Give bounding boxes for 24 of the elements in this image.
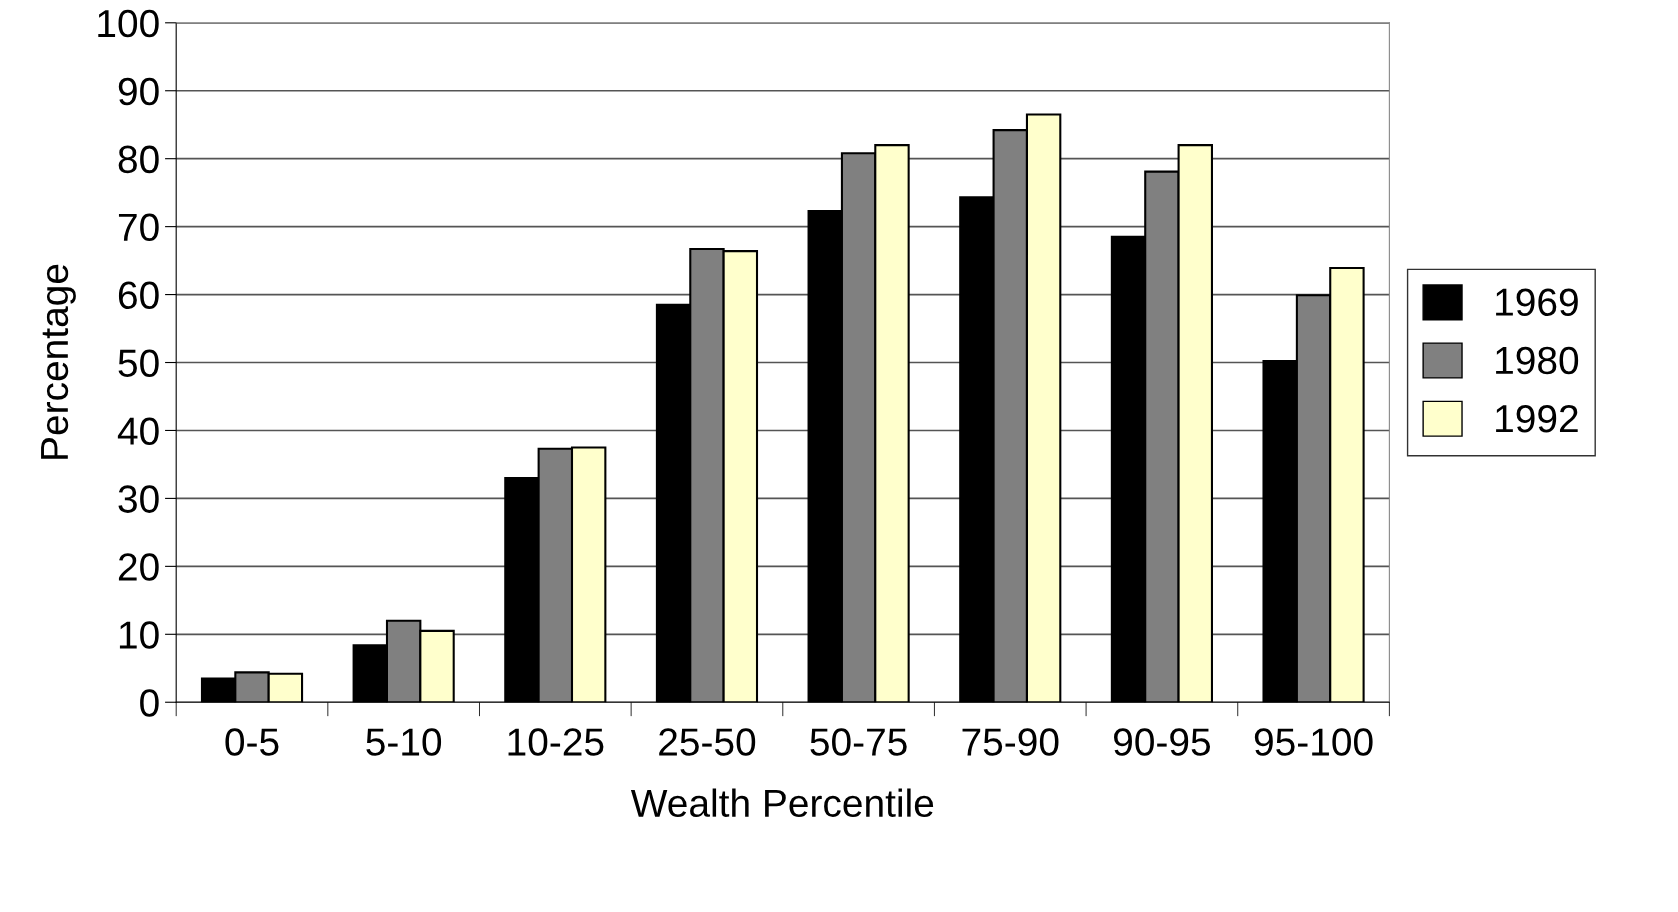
y-tick-label: 0: [140, 689, 159, 717]
x-tick-label: 95-100: [1254, 728, 1373, 756]
legend-label: 1992: [1496, 404, 1578, 433]
y-tick-label: 70: [118, 213, 159, 242]
x-tick-label: 75-90: [962, 728, 1059, 756]
y-tick-label: 80: [118, 145, 159, 174]
y-tick-label: 40: [117, 417, 159, 445]
x-tick-label: 5-10: [366, 728, 442, 756]
y-tick-label: 10: [119, 621, 159, 649]
x-tick-label: 90-95: [1114, 728, 1211, 756]
y-axis-title: Percentage: [41, 264, 76, 459]
x-axis-title: Wealth Percentile: [630, 788, 934, 818]
x-tick-label: 50-75: [810, 728, 907, 756]
y-tick-label: 50: [118, 349, 159, 377]
legend-label: 1969: [1496, 288, 1578, 316]
legend-label: 1980: [1496, 346, 1579, 375]
y-tick-label: 20: [118, 553, 159, 581]
x-tick-label: 0-5: [225, 728, 279, 756]
y-tick-label: 30: [118, 485, 159, 513]
y-tick-label: 60: [118, 281, 159, 310]
y-tick-label: 100: [98, 9, 159, 38]
x-tick-label: 10-25: [508, 728, 604, 756]
y-tick-label: 90: [118, 77, 159, 106]
x-tick-label: 25-50: [659, 728, 756, 756]
